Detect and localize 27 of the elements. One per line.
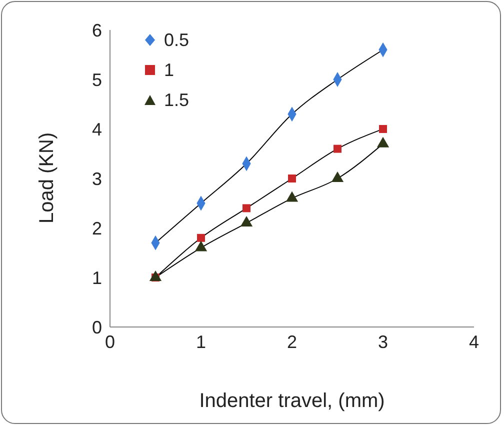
y-tick-label: 3 <box>92 168 102 189</box>
legend-label: 0.5 <box>164 30 190 50</box>
point <box>149 270 162 282</box>
x-tick-label: 3 <box>378 332 388 352</box>
point <box>379 125 387 133</box>
point <box>288 174 296 182</box>
y-axis-title: Load (KN) <box>36 132 58 224</box>
point <box>334 144 342 153</box>
legend-label: 1 <box>164 60 174 80</box>
x-tick-label: 4 <box>468 332 480 352</box>
point <box>197 234 205 242</box>
x-tick-label: 1 <box>196 332 206 352</box>
y-tick-label: 1 <box>92 268 102 288</box>
point <box>242 204 250 212</box>
point <box>240 216 253 227</box>
y-tick-label: 6 <box>92 20 102 40</box>
y-tick-label: 4 <box>92 119 102 140</box>
point <box>331 171 344 182</box>
x-tick-label: 0 <box>104 332 116 352</box>
x-axis-title: Indenter travel, (mm) <box>199 390 385 412</box>
y-tick-label: 0 <box>92 317 102 338</box>
legend-label: 1.5 <box>164 90 190 110</box>
x-tick-label: 2 <box>286 332 298 352</box>
point <box>194 240 208 252</box>
y-tick-label: 2 <box>92 218 102 238</box>
point <box>286 191 298 202</box>
y-tick-label: 5 <box>92 70 102 90</box>
